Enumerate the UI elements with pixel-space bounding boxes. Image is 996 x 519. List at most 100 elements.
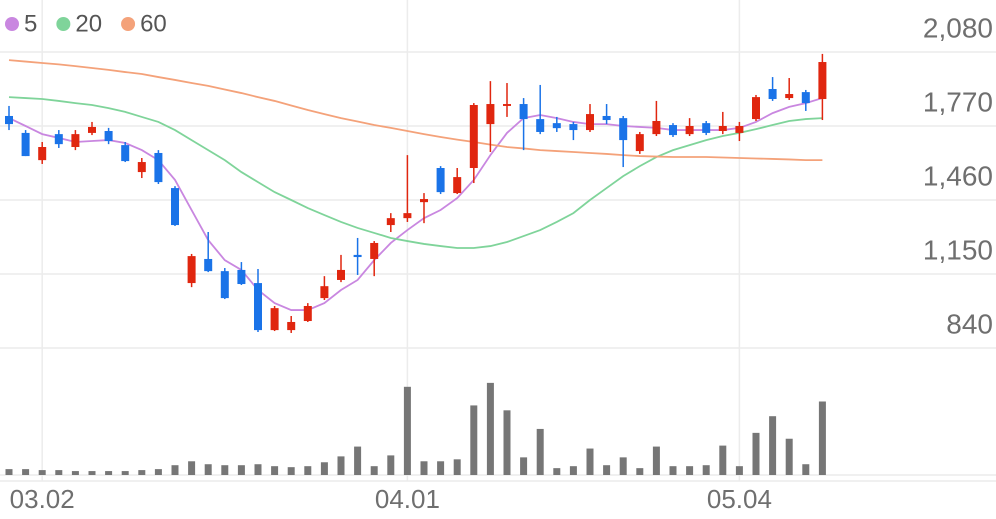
volume-bar — [171, 465, 179, 475]
candle-body — [5, 115, 13, 125]
legend-swatch — [56, 17, 71, 31]
candle-body — [735, 126, 744, 133]
y-tick-label: 2,080 — [923, 12, 993, 43]
volume-bar — [437, 461, 445, 475]
x-tick-label: 05.04 — [707, 484, 772, 514]
y-tick-label: 1,460 — [923, 160, 993, 191]
volume-bar — [387, 455, 395, 475]
volume-bar — [752, 432, 760, 475]
candle-body — [818, 62, 827, 100]
volume-bar — [453, 459, 461, 475]
candle-body — [88, 126, 96, 133]
volume-bar — [304, 466, 312, 475]
volume-bar — [619, 457, 627, 475]
candle-body — [38, 147, 47, 161]
volume-bar — [802, 464, 810, 475]
candle-body — [685, 126, 694, 135]
legend-label: 20 — [75, 10, 102, 37]
legend-swatch — [121, 17, 136, 31]
volume-bar — [636, 468, 644, 475]
candle-body — [486, 104, 495, 125]
volume-bar — [5, 469, 13, 475]
candle-body — [420, 199, 428, 203]
candle-body — [552, 123, 561, 129]
candle-body — [403, 213, 412, 219]
volume-bar — [719, 445, 727, 475]
volume-bar — [154, 469, 162, 475]
candle-body — [204, 258, 213, 272]
volume-bar — [686, 466, 694, 475]
volume-bar — [669, 466, 677, 475]
candle-body — [54, 134, 63, 145]
volume-bar — [420, 461, 428, 475]
candle-body — [602, 115, 611, 121]
candle-body — [121, 145, 130, 162]
candle-body — [21, 132, 30, 157]
candle-body — [237, 269, 246, 285]
volume-bar — [221, 465, 229, 475]
candle-body — [619, 118, 628, 141]
candle-body — [270, 308, 279, 331]
candle-body — [220, 271, 229, 299]
volume-bar — [188, 461, 196, 475]
candle-body — [768, 89, 777, 100]
candle-body — [801, 92, 810, 104]
candle-body — [669, 125, 677, 136]
volume-bar — [22, 469, 30, 475]
volume-bar — [553, 468, 561, 475]
x-tick-label: 03.02 — [10, 484, 75, 514]
candle-body — [436, 168, 445, 193]
candle-body — [171, 188, 179, 226]
candle-body — [154, 152, 163, 183]
volume-bar — [520, 457, 528, 475]
candle-body — [752, 97, 760, 120]
candle-body — [254, 283, 262, 331]
candle-body — [320, 286, 329, 299]
legend-item: 5 — [5, 10, 37, 37]
volume-bar — [271, 466, 279, 475]
candle-body — [503, 104, 511, 106]
legend-swatch — [5, 17, 19, 31]
ma-line — [8, 59, 823, 162]
volume-bar — [403, 386, 411, 475]
volume-bar — [105, 471, 113, 475]
x-tick-label: 04.01 — [375, 484, 440, 514]
candle-body — [287, 321, 296, 331]
candle-body — [337, 269, 345, 280]
candle-body — [586, 114, 594, 131]
y-tick-label: 840 — [946, 308, 993, 339]
volume-bar — [735, 466, 743, 475]
volume-bar — [503, 410, 511, 475]
volume-bar — [586, 448, 594, 475]
candle-body — [635, 134, 644, 152]
candle-body — [702, 123, 711, 133]
candle-body — [536, 119, 545, 132]
candle-body — [303, 305, 312, 322]
volume-bar — [71, 471, 79, 475]
legend-label: 5 — [24, 10, 37, 37]
volume-bar — [121, 471, 129, 475]
volume-bar — [702, 465, 710, 475]
candle-body — [370, 242, 379, 259]
legend-item: 60 — [121, 10, 167, 37]
y-tick-label: 1,150 — [923, 234, 993, 265]
volume-bar — [55, 470, 63, 475]
volume-bar — [370, 466, 378, 475]
legend-item: 20 — [56, 10, 102, 37]
candle-body — [652, 120, 661, 135]
ma-line — [8, 97, 823, 311]
candle-body — [353, 254, 362, 258]
volume-bar — [536, 428, 544, 475]
volume-bar — [470, 405, 478, 475]
volume-bar — [88, 471, 96, 475]
volume-bar — [354, 446, 362, 475]
candle-body — [519, 104, 528, 120]
volume-bar — [486, 382, 494, 475]
volume-bar — [337, 456, 345, 475]
volume-bar — [138, 470, 146, 475]
volume-bar — [254, 464, 262, 475]
volume-bar — [785, 438, 793, 475]
volume-bar — [603, 465, 611, 475]
volume-bar — [818, 401, 826, 475]
